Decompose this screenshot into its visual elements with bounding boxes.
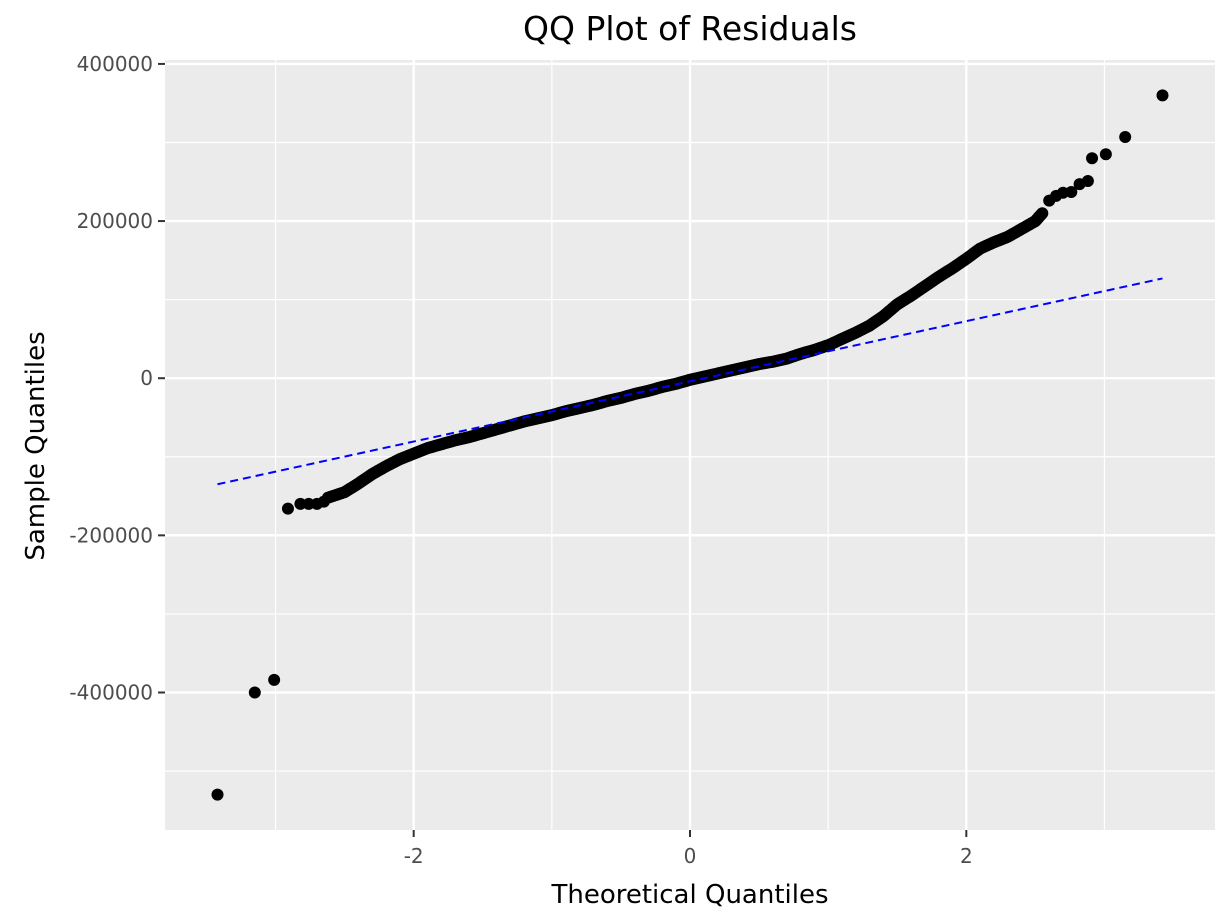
chart-title: QQ Plot of Residuals: [523, 9, 857, 48]
x-tick-label: -2: [404, 844, 424, 868]
data-point: [302, 497, 315, 510]
x-axis-ticks: -2 0 2: [404, 830, 973, 868]
data-points: [211, 89, 1169, 801]
data-point: [1086, 152, 1099, 165]
y-tick-label: 400000: [77, 52, 153, 76]
data-point: [317, 495, 330, 508]
x-axis-title: Theoretical Quantiles: [550, 880, 828, 910]
reference-line-group: [217, 277, 1163, 486]
data-point: [268, 673, 281, 686]
y-tick-label: 200000: [77, 209, 153, 233]
data-point: [1036, 207, 1049, 220]
y-tick-label: -400000: [69, 681, 153, 705]
y-tick-label: 0: [140, 366, 153, 390]
data-point: [211, 788, 224, 801]
data-point: [281, 502, 294, 515]
x-tick-label: 0: [684, 844, 697, 868]
data-point: [248, 686, 261, 699]
y-axis-ticks: 400000 200000 0 -200000 -400000: [69, 52, 165, 705]
data-point: [1119, 131, 1132, 143]
y-tick-label: -200000: [69, 523, 153, 547]
data-point: [1099, 148, 1112, 161]
data-point: [294, 497, 307, 510]
x-tick-label: 2: [960, 844, 973, 868]
data-point: [1065, 186, 1078, 198]
data-point: [1156, 89, 1169, 102]
data-point: [1081, 175, 1094, 187]
y-axis-title: Sample Quantiles: [21, 331, 51, 560]
reference-line: [217, 277, 1163, 486]
